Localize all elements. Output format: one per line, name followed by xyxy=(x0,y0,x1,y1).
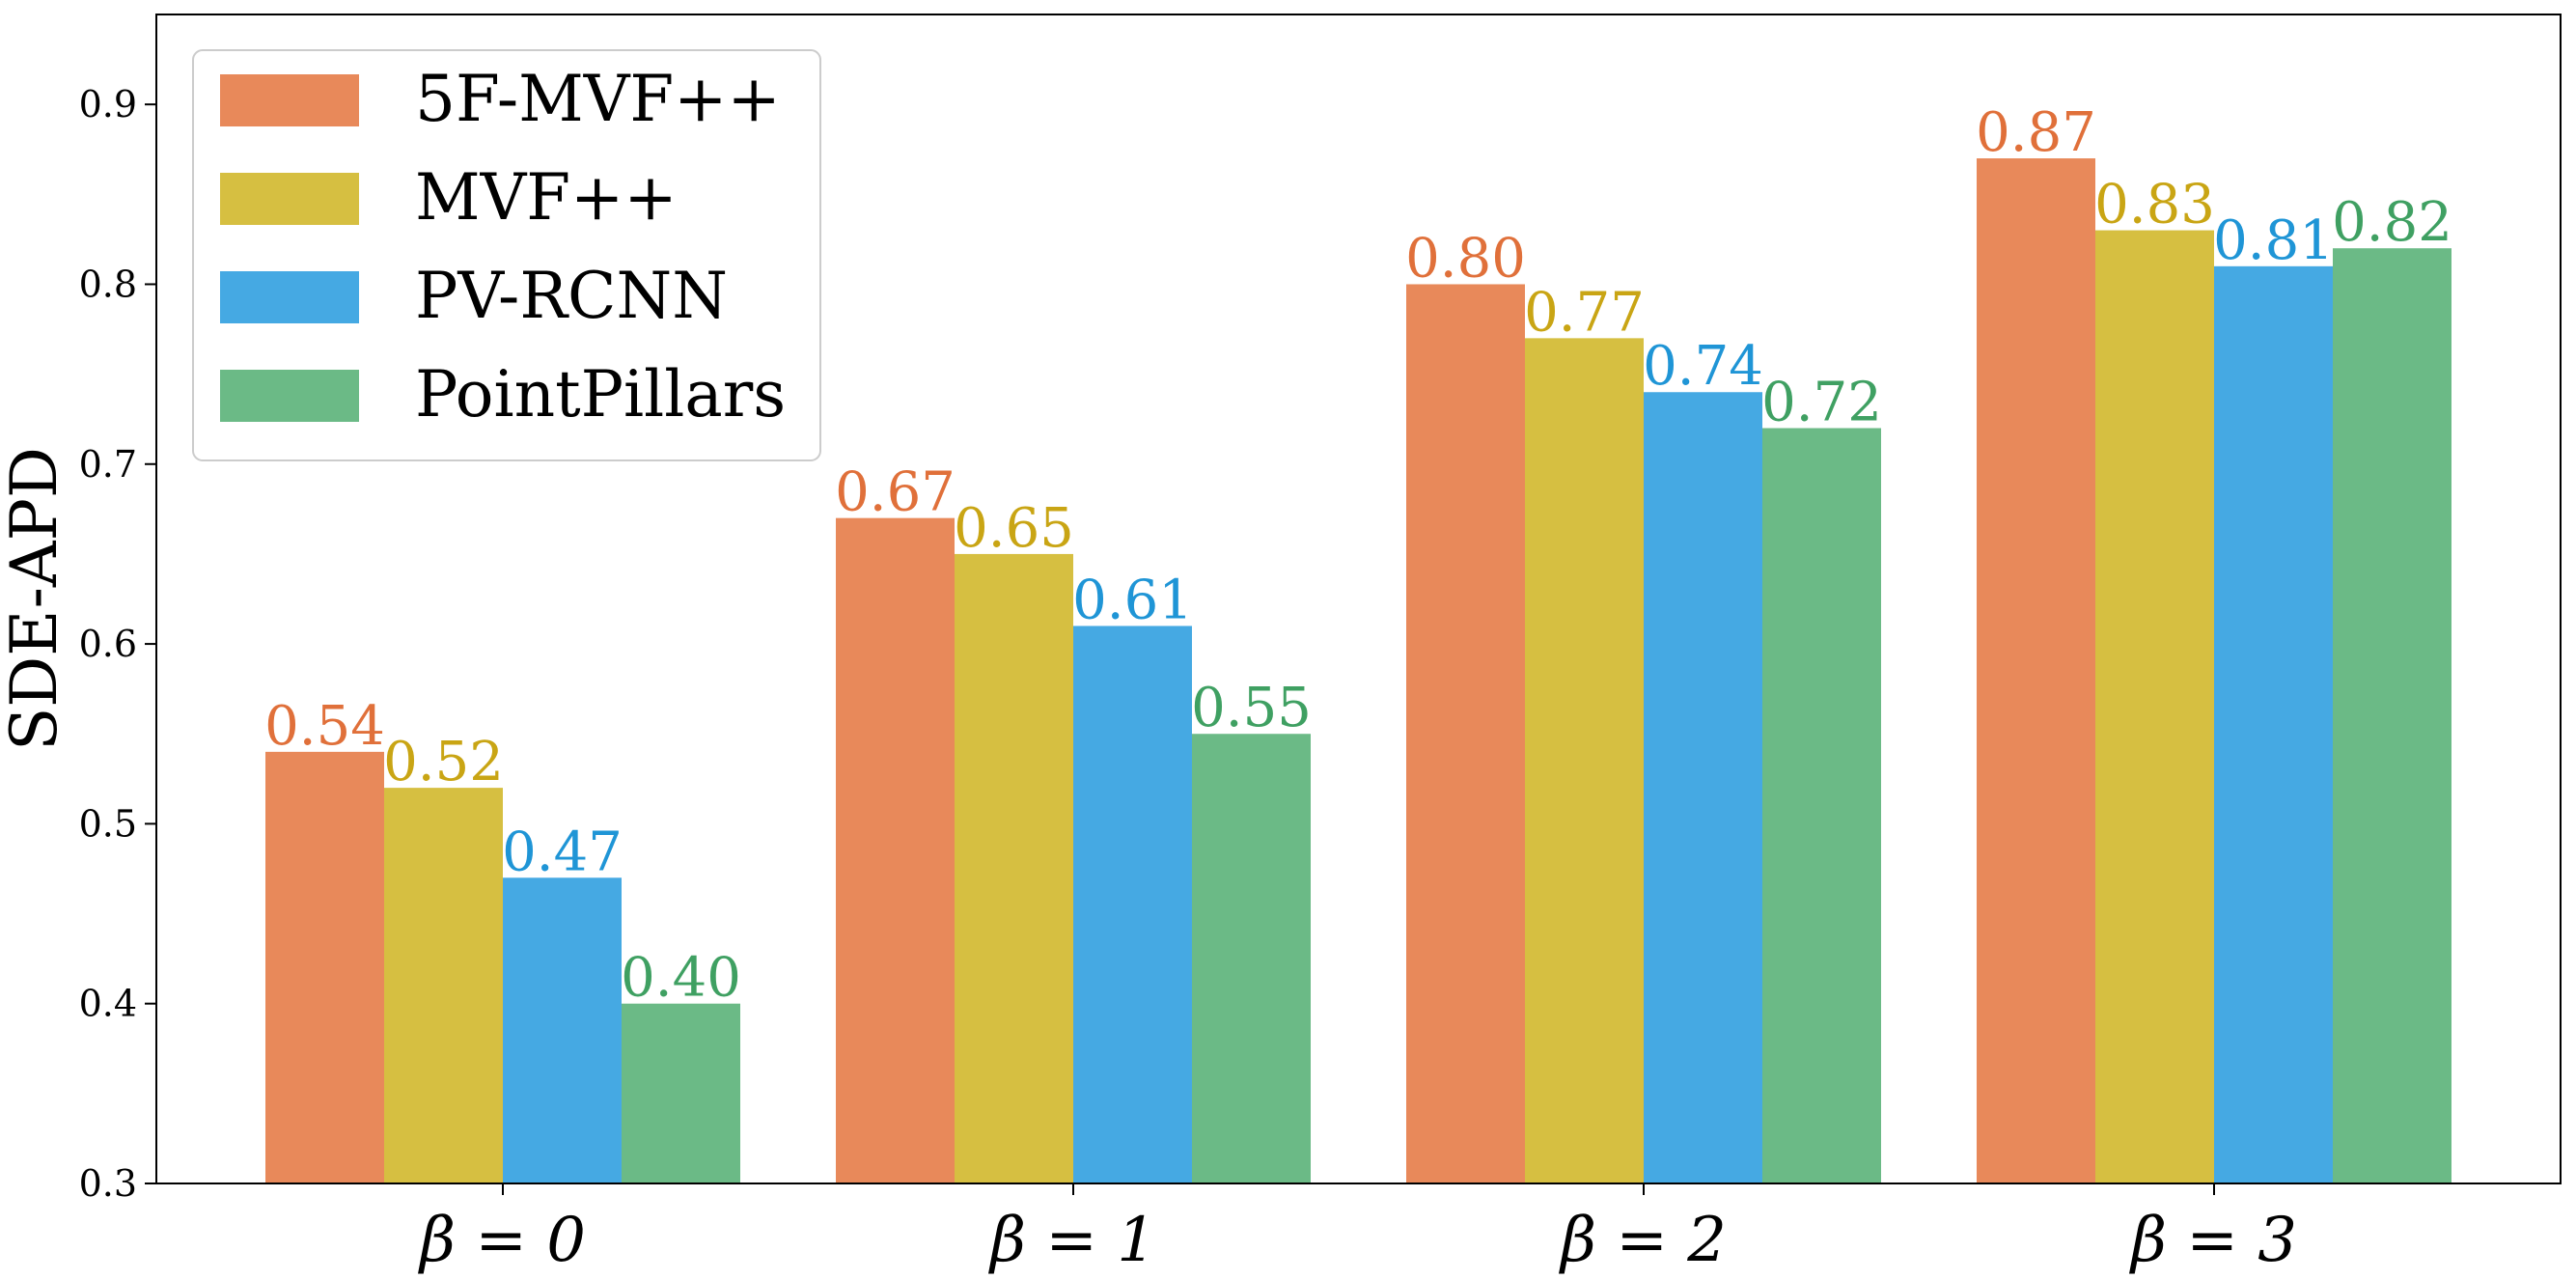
bar xyxy=(503,877,622,1183)
y-tick-label: 0.4 xyxy=(79,983,137,1025)
y-axis-label: SDE-APD xyxy=(0,447,71,751)
x-tick-label: β = 0 xyxy=(418,1205,586,1276)
bar xyxy=(1192,734,1311,1183)
data-label: 0.47 xyxy=(502,821,623,883)
legend-entry: PV-RCNN xyxy=(415,259,728,333)
bar xyxy=(2095,230,2214,1184)
data-label: 0.81 xyxy=(2213,209,2334,272)
plot-frame xyxy=(155,14,2562,1184)
bar xyxy=(265,751,384,1183)
bar xyxy=(1073,626,1192,1183)
bar xyxy=(1525,338,1644,1183)
y-axis: 0.3 0.4 0.5 0.6 0.7 0.8 0.9 xyxy=(79,83,156,1205)
data-label: 0.52 xyxy=(383,731,504,793)
y-tick-label: 0.5 xyxy=(79,802,137,845)
bar xyxy=(1644,392,1762,1183)
bar xyxy=(955,553,1073,1183)
data-label: 0.40 xyxy=(621,947,741,1010)
legend-entry: 5F-MVF++ xyxy=(415,62,781,136)
data-label: 0.61 xyxy=(1072,569,1193,631)
bars-group xyxy=(265,158,2451,1184)
y-tick-label: 0.7 xyxy=(79,443,137,486)
legend-swatch xyxy=(220,271,359,323)
bar xyxy=(384,788,503,1183)
bar xyxy=(1977,158,2095,1184)
legend-entry: PointPillars xyxy=(415,357,786,431)
legend-swatch xyxy=(220,173,359,225)
legend-entry: MVF++ xyxy=(415,160,678,235)
y-tick-label: 0.9 xyxy=(79,83,137,125)
data-label: 0.72 xyxy=(1761,372,1882,434)
data-label: 0.80 xyxy=(1405,227,1526,290)
bar xyxy=(1762,428,1881,1183)
x-tick-label: β = 3 xyxy=(2129,1205,2297,1276)
data-label: 0.65 xyxy=(954,497,1074,560)
data-label: 0.74 xyxy=(1643,335,1763,398)
data-label: 0.54 xyxy=(264,695,385,758)
legend: 5F-MVF++ MVF++ PV-RCNN PointPillars xyxy=(192,49,821,461)
legend-swatch xyxy=(220,370,359,422)
y-tick-label: 0.8 xyxy=(79,263,137,305)
y-tick-label: 0.3 xyxy=(79,1162,137,1205)
bar xyxy=(2214,265,2333,1183)
data-label: 0.87 xyxy=(1976,101,2096,164)
x-tick-label: β = 2 xyxy=(1559,1205,1727,1276)
x-axis: β = 0 β = 1 β = 2 β = 3 xyxy=(418,1183,2297,1276)
data-label: 0.82 xyxy=(2332,191,2452,254)
data-label: 0.77 xyxy=(1524,281,1645,344)
bar xyxy=(836,517,955,1183)
y-tick-label: 0.6 xyxy=(79,623,137,665)
data-label: 0.83 xyxy=(2094,174,2215,237)
bar xyxy=(1406,284,1525,1183)
bar xyxy=(2333,248,2451,1183)
legend-box xyxy=(192,49,821,461)
legend-swatch xyxy=(220,74,359,126)
x-tick-label: β = 1 xyxy=(988,1205,1156,1276)
data-label: 0.67 xyxy=(835,461,956,524)
bar xyxy=(622,1003,740,1183)
data-label: 0.55 xyxy=(1191,677,1312,739)
data-labels-group: 0.540.52 0.47 0.40 0.670.65 0.61 0.55 0.800.77… xyxy=(264,101,2452,1010)
